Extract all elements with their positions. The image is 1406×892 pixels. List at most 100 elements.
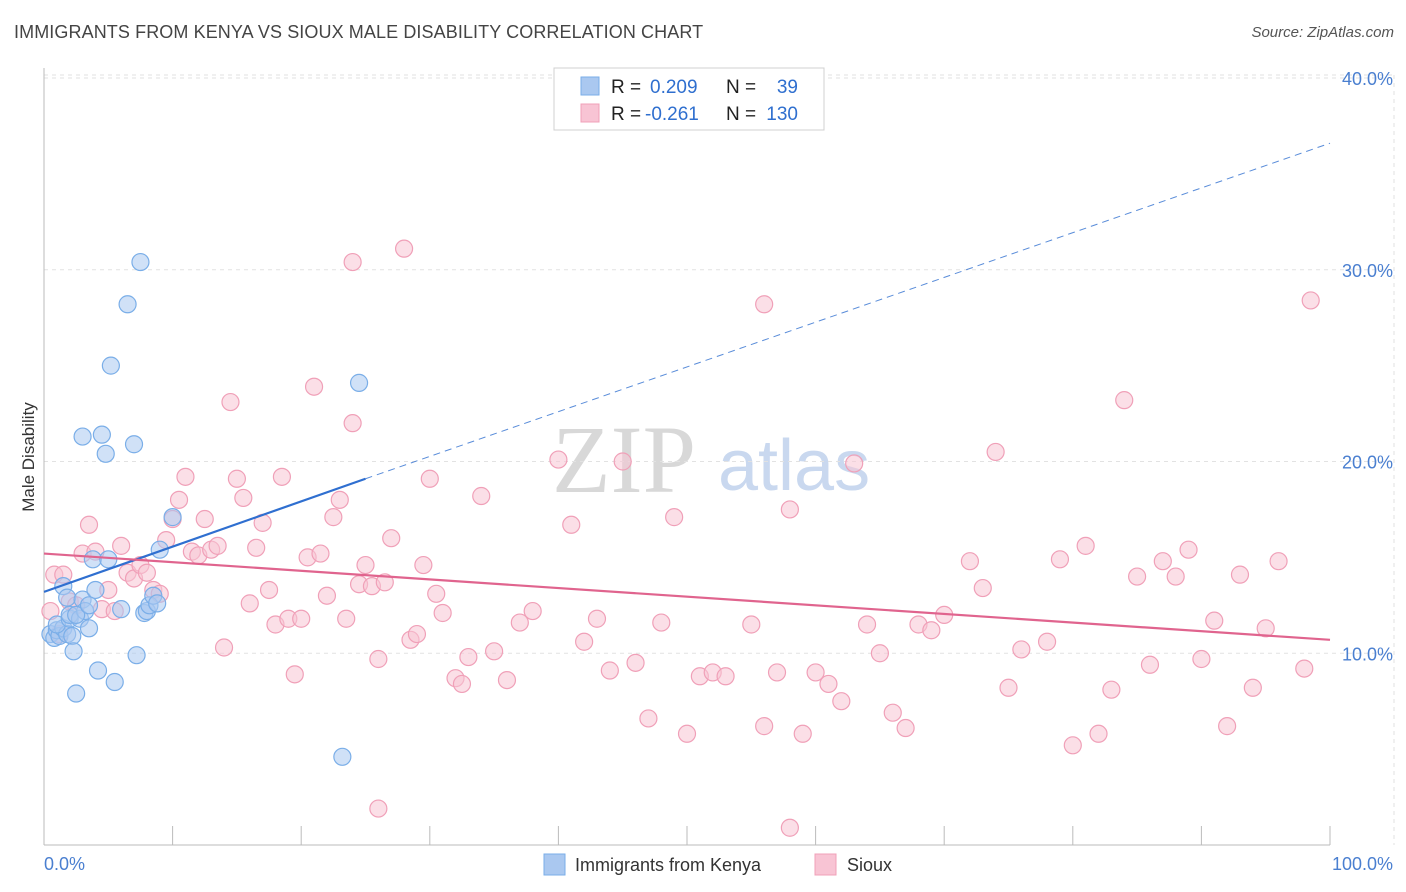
legend-n-label-kenya: N = [726, 77, 756, 98]
sioux-point [292, 609, 311, 628]
kenya-point [58, 588, 77, 607]
sioux-point [819, 674, 838, 694]
sioux-point [414, 555, 433, 575]
sioux-point [324, 508, 343, 527]
sioux-point [208, 536, 227, 555]
sioux-point [973, 578, 992, 598]
sioux-point [922, 621, 941, 640]
sioux-point [214, 638, 234, 657]
sioux-point [459, 647, 478, 667]
kenya-point [96, 444, 115, 463]
kenya-trend-line [43, 477, 366, 593]
legend-swatch-kenya [580, 76, 600, 96]
kenya-point [124, 435, 144, 454]
bottom-legend-label-sioux: Sioux [847, 855, 892, 875]
sioux-point [240, 594, 259, 613]
sioux-point [742, 615, 761, 634]
sioux-point [272, 467, 292, 486]
sioux-point [112, 536, 131, 555]
sioux-point [1218, 717, 1237, 736]
sioux-point [767, 663, 787, 682]
sioux-point [311, 544, 330, 563]
kenya-point [63, 626, 82, 646]
legend-r-value-kenya: 0.209 [650, 77, 698, 98]
sioux-point [1269, 552, 1288, 571]
sioux-point [304, 377, 324, 396]
sioux-point [896, 718, 915, 738]
sioux-point [716, 667, 735, 686]
legend-r-label-kenya: R = [611, 77, 641, 98]
sioux-point [1050, 550, 1070, 569]
sioux-point [883, 703, 902, 722]
kenya-point [67, 605, 86, 625]
sioux-point [677, 724, 697, 743]
bottom-legend-label-kenya: Immigrants from Kenya [575, 855, 762, 875]
sioux-point [845, 454, 864, 473]
chart-source: Source: ZipAtlas.com [1251, 24, 1394, 41]
sioux-point [285, 665, 304, 684]
sioux-point [369, 649, 388, 669]
kenya-point [131, 252, 150, 272]
kenya-point [92, 425, 111, 444]
kenya-point [79, 619, 99, 638]
sioux-point [587, 609, 607, 628]
legend-n-value-sioux: 130 [766, 104, 798, 125]
kenya-trend-extension [365, 142, 1331, 480]
sioux-point [1140, 655, 1160, 674]
sioux-point [1295, 659, 1314, 678]
bottom-legend-swatch-sioux [814, 853, 837, 876]
sioux-point [1179, 540, 1198, 559]
kenya-point [349, 373, 369, 392]
sioux-point [234, 488, 253, 508]
chart-title: IMMIGRANTS FROM KENYA VS SIOUX MALE DISA… [14, 22, 704, 42]
axis-layer: 10.0% 20.0% 30.0% 40.0% 0.0% 100.0% [43, 68, 1393, 874]
kenya-point [101, 356, 120, 375]
sioux-point [613, 452, 632, 471]
sioux-point [433, 603, 452, 623]
sioux-point [221, 392, 240, 412]
sioux-point [472, 486, 491, 506]
sioux-point [79, 515, 99, 534]
sioux-point [1301, 291, 1320, 310]
sioux-point [755, 717, 774, 736]
sioux-point [793, 724, 812, 743]
kenya-point [105, 672, 124, 692]
sioux-point [549, 450, 568, 469]
sioux-point [1127, 567, 1147, 586]
sioux-point [600, 661, 619, 680]
sioux-point [330, 490, 349, 509]
sioux-point [523, 601, 542, 621]
sioux-point [452, 674, 472, 694]
sioux-point [337, 609, 356, 628]
sioux-point [1102, 680, 1121, 699]
sioux-point [407, 624, 427, 644]
sioux-point [780, 500, 799, 519]
kenya-point [118, 295, 137, 314]
kenya-point [67, 684, 86, 703]
bottom-legend-swatch-kenya [543, 853, 566, 876]
legend-n-value-kenya: 39 [777, 77, 798, 98]
y-tick-label: 20.0% [1342, 453, 1393, 473]
sioux-point [420, 469, 439, 488]
sioux-point [317, 586, 337, 605]
sioux-point [375, 573, 394, 592]
sioux-point [343, 252, 362, 272]
kenya-point [127, 646, 146, 665]
points-layer [41, 239, 1320, 837]
sioux-point [1256, 619, 1275, 638]
sioux-point [780, 818, 799, 837]
sioux-point [1115, 391, 1134, 410]
kenya-point [148, 594, 167, 613]
sioux-point [1205, 611, 1224, 630]
sioux-trend-line [43, 552, 1331, 641]
y-axis-label: Male Disability [19, 402, 38, 512]
sioux-point [999, 678, 1018, 697]
sioux-point [1037, 632, 1057, 651]
sioux-point [227, 469, 246, 488]
sioux-point [497, 670, 517, 690]
kenya-point [86, 580, 105, 600]
sioux-point [169, 490, 189, 509]
sioux-point [986, 442, 1005, 462]
sioux-point [369, 799, 388, 818]
sioux-point [832, 692, 851, 711]
